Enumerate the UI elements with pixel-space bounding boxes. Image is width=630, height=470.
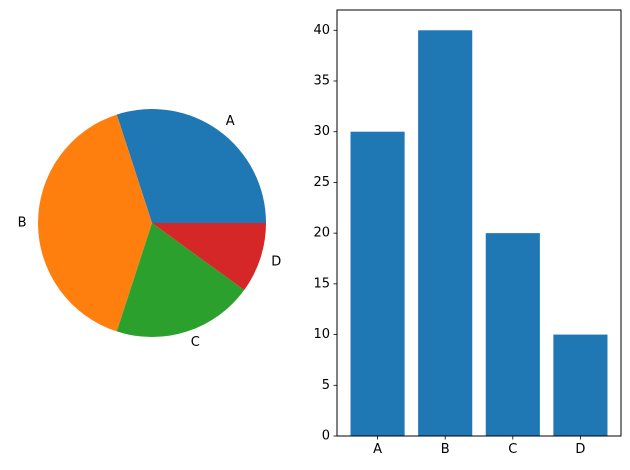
pie-labels: A B C D: [18, 114, 282, 350]
bar-c: [485, 233, 540, 436]
pie-slice-b: [38, 114, 152, 332]
pie-slice-c: [116, 223, 245, 337]
pie-slices: [38, 108, 266, 337]
bar-a: [350, 131, 405, 436]
y-tick-label-15: 15: [313, 276, 330, 291]
x-tick-label-a: A: [373, 442, 382, 457]
pie-label-c: C: [191, 335, 200, 350]
bar-d: [553, 334, 608, 436]
x-tick-label-c: C: [508, 442, 517, 457]
bar-ticks: A B C D 0 5 10 15 20 25 30 35 40: [313, 23, 585, 457]
y-tick-label-25: 25: [313, 175, 330, 190]
pie-label-a: A: [226, 114, 235, 129]
x-tick-label-d: D: [575, 442, 585, 457]
pie-label-d: D: [271, 254, 281, 269]
bar-chart: A B C D 0 5 10 15 20 25 30 35 40: [313, 9, 622, 457]
y-tick-label-5: 5: [322, 378, 330, 393]
y-tick-label-40: 40: [313, 23, 330, 38]
y-tick-label-0: 0: [322, 429, 330, 444]
pie-slice-d: [152, 223, 266, 291]
bar-bars: [350, 30, 608, 437]
bar-b: [418, 30, 473, 437]
y-tick-label-35: 35: [313, 74, 330, 89]
y-tick-label-10: 10: [313, 327, 330, 342]
y-tick-label-20: 20: [313, 226, 330, 241]
pie-chart: A B C D: [18, 108, 282, 350]
plot-frame: [336, 9, 622, 437]
y-tick-label-30: 30: [313, 124, 330, 139]
x-tick-label-b: B: [441, 442, 450, 457]
pie-slice-a: [116, 108, 266, 223]
pie-label-b: B: [18, 216, 27, 231]
